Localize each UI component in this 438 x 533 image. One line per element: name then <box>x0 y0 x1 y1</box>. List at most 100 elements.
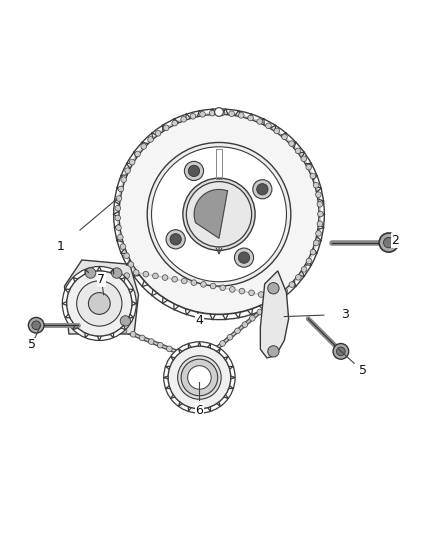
Circle shape <box>114 109 324 320</box>
Circle shape <box>143 271 148 277</box>
Circle shape <box>238 252 250 263</box>
Text: 5: 5 <box>359 365 367 377</box>
Circle shape <box>313 240 319 246</box>
Circle shape <box>282 134 287 140</box>
Circle shape <box>181 116 187 122</box>
Circle shape <box>234 248 254 267</box>
Circle shape <box>295 148 301 154</box>
Circle shape <box>130 304 136 310</box>
Circle shape <box>155 131 161 136</box>
Circle shape <box>201 281 206 287</box>
Circle shape <box>265 123 271 128</box>
Circle shape <box>379 233 398 252</box>
Circle shape <box>317 201 323 207</box>
Circle shape <box>158 342 163 348</box>
Circle shape <box>250 316 255 321</box>
Circle shape <box>212 346 218 352</box>
Circle shape <box>220 285 226 290</box>
Text: 1: 1 <box>56 240 64 253</box>
Circle shape <box>253 180 272 199</box>
Polygon shape <box>260 271 289 358</box>
Circle shape <box>121 177 127 182</box>
Circle shape <box>184 161 204 181</box>
Circle shape <box>129 159 135 165</box>
Circle shape <box>152 147 286 282</box>
Circle shape <box>229 111 234 117</box>
Circle shape <box>274 128 279 134</box>
Circle shape <box>257 119 262 124</box>
Circle shape <box>32 321 41 329</box>
Circle shape <box>301 266 307 272</box>
Circle shape <box>268 346 279 357</box>
Circle shape <box>131 332 136 337</box>
Circle shape <box>306 164 311 170</box>
Circle shape <box>258 292 264 297</box>
Circle shape <box>230 287 235 292</box>
Circle shape <box>272 296 278 302</box>
Text: 5: 5 <box>28 338 36 351</box>
Circle shape <box>88 293 110 314</box>
Circle shape <box>289 141 294 147</box>
Circle shape <box>117 235 123 240</box>
Circle shape <box>265 303 270 309</box>
Circle shape <box>384 237 394 248</box>
Circle shape <box>310 249 316 255</box>
Circle shape <box>178 356 221 399</box>
Circle shape <box>289 282 295 287</box>
Circle shape <box>220 341 226 346</box>
Circle shape <box>191 280 197 286</box>
Circle shape <box>124 273 130 278</box>
Circle shape <box>188 165 200 176</box>
Circle shape <box>313 182 319 188</box>
Circle shape <box>296 274 301 280</box>
Circle shape <box>316 192 321 198</box>
Circle shape <box>317 221 323 227</box>
Text: 2: 2 <box>391 234 399 247</box>
Circle shape <box>187 366 211 389</box>
Circle shape <box>333 344 349 359</box>
Circle shape <box>166 346 172 352</box>
Text: 4: 4 <box>195 314 203 327</box>
Circle shape <box>176 350 181 356</box>
Circle shape <box>170 233 181 245</box>
Circle shape <box>120 316 131 326</box>
Circle shape <box>227 334 233 340</box>
Circle shape <box>274 295 280 300</box>
Circle shape <box>268 293 274 299</box>
Circle shape <box>119 114 319 314</box>
Circle shape <box>219 110 225 116</box>
Circle shape <box>248 115 254 121</box>
Circle shape <box>181 359 218 396</box>
Circle shape <box>121 328 127 334</box>
Circle shape <box>62 266 136 341</box>
Circle shape <box>115 205 121 211</box>
Circle shape <box>125 168 131 174</box>
Circle shape <box>257 183 268 195</box>
Circle shape <box>116 225 121 230</box>
Circle shape <box>141 143 147 149</box>
Text: 7: 7 <box>98 273 106 286</box>
Circle shape <box>128 262 134 267</box>
Circle shape <box>28 318 44 333</box>
Circle shape <box>282 288 288 294</box>
Circle shape <box>85 268 96 278</box>
Text: 3: 3 <box>341 308 349 321</box>
Circle shape <box>124 253 129 259</box>
Circle shape <box>181 278 187 284</box>
Circle shape <box>115 215 120 221</box>
Circle shape <box>268 282 279 294</box>
Circle shape <box>128 313 134 319</box>
Circle shape <box>148 339 154 344</box>
Circle shape <box>118 186 124 192</box>
Circle shape <box>127 285 132 291</box>
Circle shape <box>148 136 153 142</box>
Polygon shape <box>194 189 227 238</box>
Circle shape <box>116 196 122 201</box>
Circle shape <box>235 328 240 334</box>
Circle shape <box>210 283 216 289</box>
Circle shape <box>215 108 223 116</box>
Circle shape <box>77 281 122 326</box>
Circle shape <box>242 322 248 327</box>
Circle shape <box>130 294 135 300</box>
Circle shape <box>134 270 139 276</box>
